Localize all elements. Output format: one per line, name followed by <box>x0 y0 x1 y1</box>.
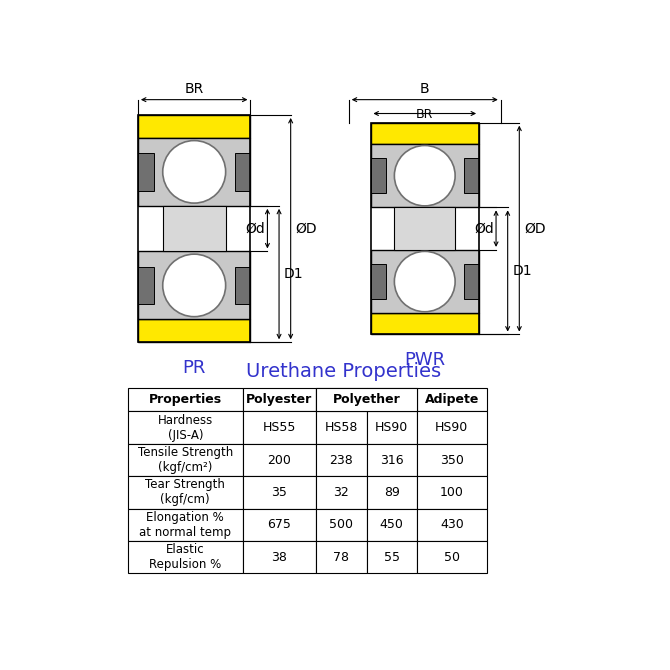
Bar <box>366 389 417 411</box>
Text: 100: 100 <box>440 486 464 499</box>
Bar <box>316 476 366 509</box>
Text: Polyester: Polyester <box>247 393 313 407</box>
Bar <box>316 444 366 476</box>
Text: Tensile Strength
(kgf/cm²): Tensile Strength (kgf/cm²) <box>137 446 233 474</box>
Text: 450: 450 <box>380 518 404 531</box>
Bar <box>417 389 486 411</box>
Text: HS90: HS90 <box>436 421 468 434</box>
Bar <box>163 206 226 251</box>
Bar <box>128 476 243 509</box>
Text: Urethane Properties: Urethane Properties <box>246 362 441 381</box>
Text: D1: D1 <box>513 264 532 278</box>
Circle shape <box>395 251 455 312</box>
Bar <box>366 476 417 509</box>
Bar <box>243 389 316 411</box>
Bar <box>128 411 243 444</box>
Bar <box>128 389 243 411</box>
Bar <box>316 389 417 411</box>
Text: Ød: Ød <box>246 222 265 236</box>
Bar <box>128 444 243 476</box>
Bar <box>464 264 479 299</box>
Bar <box>128 541 243 574</box>
Bar <box>243 476 316 509</box>
Text: 32: 32 <box>334 486 349 499</box>
Text: Ød: Ød <box>474 222 494 236</box>
Bar <box>138 115 251 138</box>
Text: Hardness
(JIS-A): Hardness (JIS-A) <box>157 413 213 442</box>
Text: 675: 675 <box>267 518 291 531</box>
Text: HS55: HS55 <box>263 421 296 434</box>
Bar <box>128 509 243 541</box>
Text: 78: 78 <box>334 551 350 563</box>
Text: 316: 316 <box>380 454 403 466</box>
Bar <box>371 264 386 299</box>
Bar <box>417 476 486 509</box>
Bar <box>243 541 316 574</box>
Bar <box>243 444 316 476</box>
Text: Polyether: Polyether <box>333 393 401 407</box>
Text: HS90: HS90 <box>375 421 409 434</box>
Text: 89: 89 <box>384 486 400 499</box>
Bar <box>138 251 251 320</box>
Text: 55: 55 <box>384 551 400 563</box>
Text: 350: 350 <box>440 454 464 466</box>
Bar <box>371 123 479 144</box>
Text: HS58: HS58 <box>325 421 358 434</box>
Bar <box>371 250 479 314</box>
Text: PWR: PWR <box>404 352 446 369</box>
Bar <box>138 138 251 206</box>
Text: Elastic
Repulsion %: Elastic Repulsion % <box>149 543 221 571</box>
Bar <box>395 208 455 250</box>
Text: 200: 200 <box>267 454 291 466</box>
Bar <box>366 411 417 444</box>
Text: BR: BR <box>416 109 433 121</box>
Bar <box>371 314 479 334</box>
Bar <box>464 158 479 193</box>
Text: Elongation %
at normal temp: Elongation % at normal temp <box>139 511 231 539</box>
Text: ØD: ØD <box>524 222 545 236</box>
Bar <box>366 541 417 574</box>
Circle shape <box>163 254 226 317</box>
Bar <box>316 509 366 541</box>
Bar <box>417 444 486 476</box>
Bar <box>316 541 366 574</box>
Bar <box>138 115 251 342</box>
Text: 38: 38 <box>271 551 287 563</box>
Text: 50: 50 <box>444 551 460 563</box>
Bar <box>138 267 153 304</box>
Bar <box>417 509 486 541</box>
Text: Properties: Properties <box>149 393 222 407</box>
Bar <box>371 123 479 334</box>
Bar <box>366 509 417 541</box>
Text: 430: 430 <box>440 518 464 531</box>
Bar <box>243 411 316 444</box>
Text: B: B <box>420 82 429 96</box>
Bar <box>138 153 153 190</box>
Text: Tear Strength
(kgf/cm): Tear Strength (kgf/cm) <box>145 478 225 507</box>
Bar <box>316 411 366 444</box>
Circle shape <box>163 141 226 203</box>
Text: BR: BR <box>184 82 204 96</box>
Text: PR: PR <box>182 359 206 377</box>
Text: 35: 35 <box>271 486 287 499</box>
Bar <box>371 144 479 208</box>
Bar <box>417 411 486 444</box>
Circle shape <box>395 145 455 206</box>
Text: ØD: ØD <box>295 222 317 236</box>
Bar <box>366 444 417 476</box>
Bar <box>234 267 251 304</box>
Bar <box>371 158 386 193</box>
Text: D1: D1 <box>283 267 304 281</box>
Text: 500: 500 <box>330 518 354 531</box>
Bar <box>316 389 366 411</box>
Text: Adipete: Adipete <box>425 393 479 407</box>
Bar <box>243 509 316 541</box>
Bar <box>138 320 251 342</box>
Bar <box>417 541 486 574</box>
Text: 238: 238 <box>330 454 353 466</box>
Bar <box>234 153 251 190</box>
